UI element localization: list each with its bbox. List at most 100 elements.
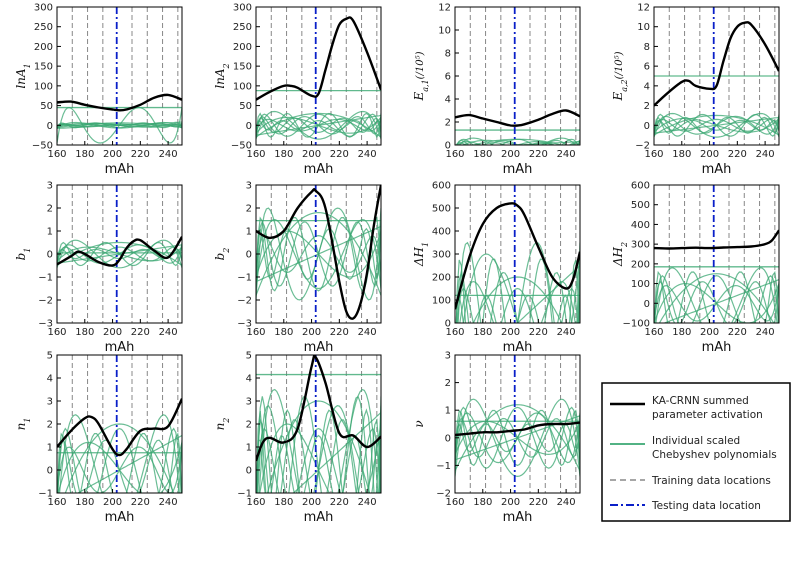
x-tick-label: 240 bbox=[557, 149, 576, 160]
x-tick-label: 220 bbox=[330, 149, 349, 160]
y-tick-label: 4 bbox=[246, 374, 252, 385]
y-tick-label: 6 bbox=[445, 72, 451, 83]
chebyshev-curve bbox=[266, 400, 371, 493]
chebyshev-curve bbox=[654, 119, 779, 131]
y-tick-label: −2 bbox=[237, 296, 252, 307]
y-tick-label: 3 bbox=[246, 181, 252, 192]
y-tick-label: 200 bbox=[233, 42, 252, 53]
chebyshev-curve bbox=[64, 423, 175, 493]
y-axis-label: b1 bbox=[14, 248, 32, 261]
y-tick-label: 2 bbox=[445, 378, 451, 389]
y-tick-label: 50 bbox=[40, 101, 53, 112]
x-tick-label: 160 bbox=[644, 327, 663, 338]
y-tick-label: 400 bbox=[432, 227, 451, 238]
x-tick-label: 200 bbox=[103, 497, 122, 508]
summed-curve bbox=[57, 398, 182, 457]
x-tick-label: 220 bbox=[131, 327, 150, 338]
panel-dH1: 160 180 200 220 240 0 100 200 300 400 500 600 mAh ΔH1 bbox=[412, 181, 581, 355]
y-axis-label: ν bbox=[412, 420, 426, 427]
panels-group: 160 180 200 220 240−50050100150200250300mAhl… bbox=[14, 3, 780, 525]
panel-Ea1: 160 180 200 220 240 0 2 4 6 8 10 12 mAh Ea,1(/10⁵) bbox=[412, 3, 581, 177]
x-tick-label: 180 bbox=[473, 497, 492, 508]
legend-summed-label-1: KA-CRNN summed bbox=[652, 395, 749, 407]
x-tick-label: 200 bbox=[302, 497, 321, 508]
y-tick-label: 100 bbox=[432, 296, 451, 307]
chebyshev-curve bbox=[57, 239, 182, 269]
x-tick-label: 220 bbox=[131, 497, 150, 508]
y-tick-label: 150 bbox=[233, 62, 252, 73]
y-tick-label: 0 bbox=[47, 250, 53, 261]
chebyshev-curve bbox=[256, 117, 381, 134]
x-tick-label: 220 bbox=[529, 327, 548, 338]
summed-curve bbox=[256, 16, 381, 101]
x-tick-label: 220 bbox=[529, 149, 548, 160]
chebyshev-curve bbox=[256, 434, 381, 493]
y-tick-label: 1 bbox=[47, 443, 53, 454]
chebyshev-curve bbox=[455, 406, 580, 469]
y-tick-label: 300 bbox=[233, 3, 252, 14]
chebyshev-curve bbox=[456, 139, 580, 145]
y-tick-label: 500 bbox=[631, 200, 650, 211]
y-tick-label: 2 bbox=[445, 118, 451, 129]
y-tick-label: 2 bbox=[246, 204, 252, 215]
y-tick-label: 600 bbox=[631, 181, 650, 192]
summed-curve bbox=[256, 355, 381, 462]
chebyshev-curve bbox=[256, 112, 381, 138]
y-tick-label: −3 bbox=[237, 319, 252, 330]
x-tick-label: 160 bbox=[246, 149, 265, 160]
chebyshev-curve bbox=[457, 241, 580, 323]
y-tick-label: −1 bbox=[38, 489, 53, 500]
legend-training-label: Training data locations bbox=[651, 475, 771, 487]
x-axis-label: mAh bbox=[105, 510, 135, 525]
x-tick-label: 240 bbox=[159, 149, 178, 160]
y-tick-label: 0 bbox=[445, 433, 451, 444]
chebyshev-curve bbox=[654, 274, 779, 323]
x-tick-label: 240 bbox=[358, 149, 377, 160]
y-tick-label: 0 bbox=[246, 466, 252, 477]
plot-content bbox=[455, 355, 580, 493]
y-tick-label: −1 bbox=[436, 461, 451, 472]
y-axis-label: n1 bbox=[14, 418, 32, 431]
x-axis-label: mAh bbox=[503, 162, 533, 177]
y-tick-label: 8 bbox=[644, 42, 650, 53]
chebyshev-curve bbox=[256, 112, 381, 139]
chebyshev-curve bbox=[57, 427, 182, 493]
chebyshev-curve bbox=[256, 110, 381, 140]
x-tick-label: 160 bbox=[47, 327, 66, 338]
chebyshev-curve bbox=[461, 139, 580, 145]
chebyshev-curve bbox=[658, 273, 775, 323]
y-tick-label: 0 bbox=[445, 319, 451, 330]
panel-lnA1: 160 180 200 220 240 −50 0 50 100 150 200 250 300 mAh l… bbox=[14, 3, 183, 177]
chebyshev-curve bbox=[455, 398, 580, 478]
y-tick-label: 3 bbox=[47, 397, 53, 408]
chebyshev-curve bbox=[58, 414, 181, 493]
y-tick-label: 250 bbox=[233, 22, 252, 33]
x-tick-label: 180 bbox=[672, 149, 691, 160]
x-axis-label: mAh bbox=[702, 340, 732, 355]
summed-curve bbox=[455, 421, 580, 437]
y-axis-label: ΔH2 bbox=[611, 242, 629, 267]
plot-content bbox=[654, 7, 779, 145]
x-tick-label: 240 bbox=[557, 497, 576, 508]
chebyshev-curve bbox=[455, 294, 580, 323]
y-tick-label: 0 bbox=[47, 121, 53, 132]
chebyshev-curve bbox=[57, 122, 182, 129]
summed-curve bbox=[654, 21, 779, 107]
axes-frame bbox=[454, 354, 581, 494]
chebyshev-curve bbox=[256, 227, 381, 281]
chebyshev-curve bbox=[462, 253, 580, 323]
panel-nu: 160 180 200 220 240 −2 −1 0 1 2 3 mAh ν bbox=[412, 351, 581, 525]
y-tick-label: 12 bbox=[637, 3, 650, 14]
y-tick-label: −1 bbox=[38, 273, 53, 284]
y-tick-label: 6 bbox=[644, 62, 650, 73]
summed-curve bbox=[455, 109, 580, 127]
plot-content bbox=[455, 7, 580, 145]
y-tick-label: −2 bbox=[635, 141, 650, 152]
chebyshev-curve bbox=[456, 287, 579, 323]
y-tick-label: 0 bbox=[47, 466, 53, 477]
chebyshev-curve bbox=[459, 137, 576, 145]
plot-content bbox=[256, 185, 381, 323]
y-tick-label: 200 bbox=[432, 273, 451, 284]
chebyshev-curve bbox=[456, 270, 580, 323]
